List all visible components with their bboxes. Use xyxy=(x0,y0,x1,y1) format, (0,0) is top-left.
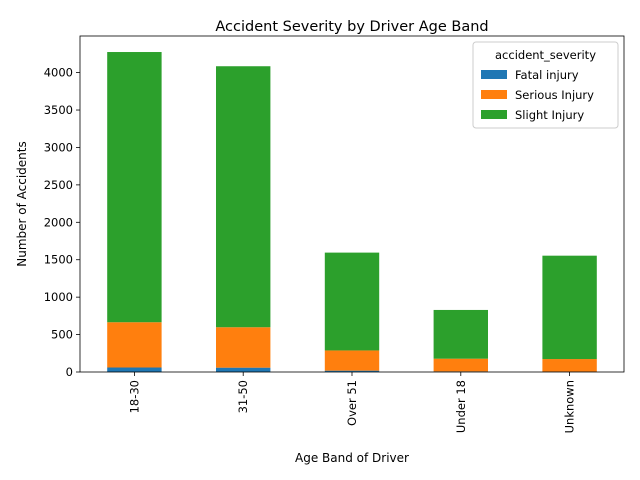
y-tick-label: 1000 xyxy=(44,290,73,304)
bar-slight-injury-over-51 xyxy=(324,252,380,351)
bar-slight-injury-unknown xyxy=(542,255,597,360)
y-tick-label: 1500 xyxy=(44,253,73,267)
legend-swatch xyxy=(481,110,507,119)
bar-serious-injury-unknown xyxy=(542,359,597,372)
y-tick-label: 4000 xyxy=(44,66,73,80)
y-tick-label: 0 xyxy=(66,365,73,379)
x-tick-label: Unknown xyxy=(563,380,577,433)
y-tick-label: 2000 xyxy=(44,215,73,229)
plot-frame xyxy=(79,35,625,373)
x-axis: 18-30 31-50 Over 51 Under 18 Unknown xyxy=(127,372,577,433)
legend-swatch xyxy=(481,90,507,99)
bar-serious-injury-18-30 xyxy=(107,322,162,368)
bar-slight-injury-31-50 xyxy=(216,66,271,328)
legend-item-label: Serious Injury xyxy=(515,88,594,102)
bar-fatal-injury-over-51 xyxy=(324,370,380,372)
bar-serious-injury-over-51 xyxy=(324,350,380,371)
bar-fatal-injury-31-50 xyxy=(216,367,271,372)
y-tick-label: 3500 xyxy=(44,103,73,117)
bar-slight-injury-under-18 xyxy=(433,309,488,359)
y-axis-label: Number of Accidents xyxy=(15,141,29,267)
legend-item-label: Slight Injury xyxy=(515,108,584,122)
legend: accident_severity Fatal injury Serious Inj… xyxy=(472,41,619,129)
x-tick-label: 31-50 xyxy=(236,380,250,413)
x-tick-label: 18-30 xyxy=(127,380,141,413)
y-tick-label: 3000 xyxy=(44,140,73,154)
legend-item-label: Fatal injury xyxy=(515,68,579,82)
bar-slight-injury-18-30 xyxy=(107,52,162,323)
y-tick-label: 2500 xyxy=(44,178,73,192)
legend-title: accident_severity xyxy=(495,48,596,62)
y-tick-label: 500 xyxy=(51,328,73,342)
x-tick-label: Over 51 xyxy=(345,380,359,426)
x-tick-label: Under 18 xyxy=(454,380,468,433)
bar-serious-injury-under-18 xyxy=(433,358,488,372)
chart-title: Accident Severity by Driver Age Band xyxy=(215,19,488,35)
y-axis: 0 500 1000 1500 2000 2500 3000 3500 4000 xyxy=(44,66,80,379)
legend-swatch xyxy=(481,70,507,79)
x-axis-label: Age Band of Driver xyxy=(295,451,409,465)
bar-fatal-injury-18-30 xyxy=(107,367,162,372)
bar-serious-injury-31-50 xyxy=(216,327,271,368)
legend-box xyxy=(472,41,619,129)
